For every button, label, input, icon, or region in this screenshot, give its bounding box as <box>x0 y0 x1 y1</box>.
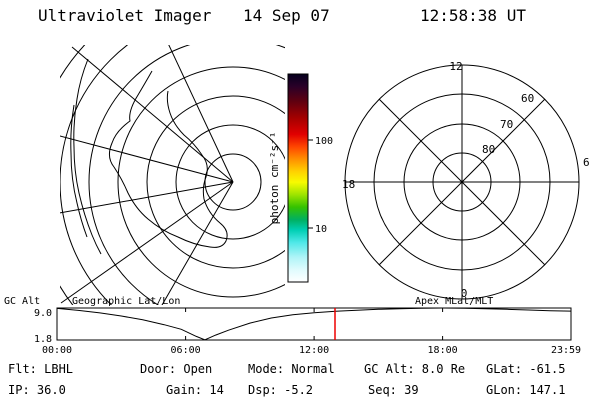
status-door: Door: Open <box>140 362 213 376</box>
status-gain: Gain: 14 <box>166 383 224 397</box>
gc-alt-axis-label: GC Alt <box>4 296 40 307</box>
mlt-label-0: 0 <box>461 287 468 300</box>
xtick-1800: 18:00 <box>428 345 458 356</box>
gc-alt-curve <box>56 307 571 341</box>
colorbar-gradient <box>287 73 309 283</box>
apex-grid <box>344 64 580 300</box>
apex-mlat-mlt-panel: 12 18 6 0 60 70 80 <box>342 60 590 300</box>
mlat-label-80: 80 <box>482 143 495 156</box>
gc-alt-timeline-panel: Geographic Lat/Lon Apex MLat/MLT GC Alt … <box>4 296 581 356</box>
apex-panel-caption: Apex MLat/MLT <box>415 296 493 307</box>
mlat-label-70: 70 <box>500 118 513 131</box>
status-dsp: Dsp: -5.2 <box>248 383 314 397</box>
intensity-colorbar: photon cm⁻²s⁻¹ 100 10 <box>270 73 333 283</box>
ytick-1-8: 1.8 <box>34 334 52 345</box>
status-glat: GLat: -61.5 <box>486 362 566 376</box>
mlt-label-18: 18 <box>342 178 355 191</box>
status-glon: GLon: 147.1 <box>486 383 566 397</box>
geographic-grid <box>60 45 285 305</box>
status-seq: Seq: 39 <box>368 383 419 397</box>
ytick-9: 9.0 <box>34 308 52 319</box>
mlat-label-60: 60 <box>521 92 534 105</box>
antarctica-coastline <box>108 70 228 248</box>
status-flt: Flt: LBHL <box>8 362 74 376</box>
limb-coastline-1 <box>73 58 102 255</box>
mlt-label-12: 12 <box>449 60 462 73</box>
app-title: Ultraviolet Imager <box>38 6 212 25</box>
time-display: 12:58:38 UT <box>420 6 526 25</box>
colorbar-label: photon cm⁻²s⁻¹ <box>270 132 281 225</box>
xtick-2359: 23:59 <box>551 345 581 356</box>
status-gc-alt: GC Alt: 8.0 Re <box>364 362 466 376</box>
colorbar-tick-label-10: 10 <box>315 224 327 235</box>
status-ip: IP: 36.0 <box>8 383 66 397</box>
mlt-label-6: 6 <box>583 156 590 169</box>
geographic-map-panel <box>60 45 285 305</box>
xtick-1200: 12:00 <box>299 345 329 356</box>
xtick-0600: 06:00 <box>171 345 201 356</box>
date-display: 14 Sep 07 <box>243 6 330 25</box>
status-mode: Mode: Normal <box>248 362 335 376</box>
colorbar-tick-label-100: 100 <box>315 136 333 147</box>
xtick-0000: 00:00 <box>42 345 72 356</box>
limb-coastline-2 <box>70 104 88 238</box>
geo-panel-caption: Geographic Lat/Lon <box>72 296 180 307</box>
